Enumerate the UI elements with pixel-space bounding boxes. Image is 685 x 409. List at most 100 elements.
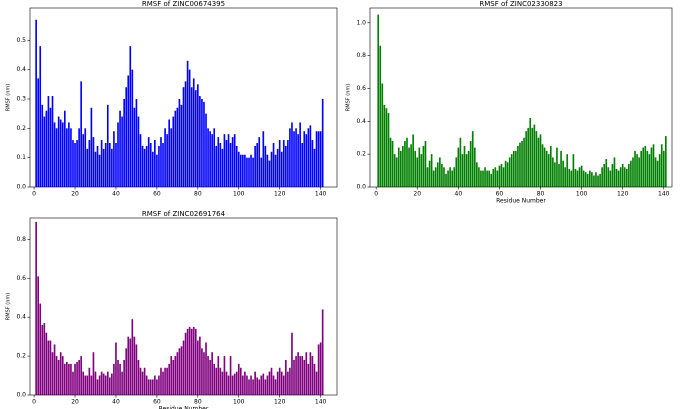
bar	[186, 60, 189, 187]
bar	[486, 170, 488, 187]
bar	[603, 164, 606, 187]
bar	[490, 173, 493, 187]
bar	[471, 131, 474, 187]
bar	[209, 359, 211, 395]
bar	[221, 148, 224, 187]
bar	[111, 148, 113, 187]
bar	[211, 134, 213, 187]
bar	[556, 147, 558, 187]
bar	[59, 352, 62, 395]
y-tick-label: 0.5	[16, 37, 26, 44]
bar	[453, 167, 456, 187]
bar	[293, 131, 295, 187]
x-tick-label: 140	[315, 191, 327, 198]
bar	[549, 145, 552, 187]
bar	[90, 375, 93, 395]
bar	[123, 359, 125, 395]
bar	[630, 160, 632, 187]
x-tick-label: 0	[32, 399, 36, 406]
bar	[278, 140, 281, 187]
bar	[439, 157, 441, 187]
x-tick-label: 20	[71, 399, 79, 406]
bar	[127, 75, 130, 187]
bar	[160, 137, 162, 187]
bar	[170, 128, 173, 187]
bar	[217, 356, 220, 395]
bar	[119, 110, 121, 187]
bar	[410, 144, 412, 187]
bar	[74, 363, 76, 395]
bar	[584, 172, 587, 187]
bar	[568, 168, 571, 187]
bar	[262, 373, 265, 395]
x-tick-label: 120	[274, 191, 286, 198]
bar	[76, 361, 78, 395]
bar	[537, 137, 540, 187]
x-tick-label: 120	[617, 191, 629, 198]
y-tick-label: 0.4	[16, 314, 26, 321]
bar	[634, 150, 636, 187]
bar	[53, 122, 56, 187]
bar	[580, 165, 583, 187]
bar	[496, 170, 499, 187]
bar	[201, 348, 203, 395]
bar	[199, 336, 201, 395]
bar	[145, 375, 148, 395]
x-tick-label: 100	[233, 399, 245, 406]
bar	[59, 119, 62, 187]
bar	[258, 137, 261, 187]
bar	[135, 98, 138, 187]
bar	[162, 371, 164, 395]
bar	[39, 46, 42, 188]
bar	[313, 363, 316, 395]
y-tick-label: 0.1	[16, 154, 26, 161]
bar	[397, 147, 400, 187]
bar	[500, 164, 503, 187]
bar	[280, 371, 283, 395]
bar	[172, 116, 175, 187]
bar	[268, 160, 271, 187]
bar	[623, 167, 626, 187]
bar	[572, 154, 575, 187]
bar	[72, 140, 74, 187]
bar	[104, 142, 107, 187]
bar	[84, 375, 87, 395]
bar	[178, 98, 181, 187]
bar	[295, 356, 297, 395]
bar	[389, 137, 392, 187]
bar	[35, 221, 37, 395]
bar	[227, 375, 230, 395]
bar	[506, 162, 509, 187]
x-tick-label: 100	[233, 191, 245, 198]
bar	[231, 137, 234, 187]
bar	[595, 172, 597, 187]
bar	[100, 371, 103, 395]
bar	[219, 367, 222, 395]
bar	[591, 172, 593, 187]
y-tick-label: 0.0	[16, 392, 26, 399]
bar	[57, 359, 60, 395]
bar	[201, 98, 203, 187]
bar	[137, 116, 140, 187]
bar	[285, 359, 287, 395]
bar	[188, 69, 191, 187]
bar	[467, 150, 470, 187]
bar	[117, 359, 119, 395]
bar	[70, 363, 72, 395]
bar	[176, 107, 179, 187]
chart-title: RMSF of ZINC00674395	[142, 0, 225, 8]
bar	[180, 346, 183, 395]
bar	[488, 170, 490, 187]
y-axis-label: RMSF (nm)	[6, 293, 12, 320]
bar	[92, 137, 95, 187]
bar	[80, 81, 82, 187]
x-tick-label: 40	[455, 191, 463, 198]
bar	[535, 131, 538, 187]
bar	[558, 164, 560, 187]
bar	[449, 167, 451, 187]
bar	[78, 128, 80, 187]
bar	[229, 142, 232, 187]
bar	[180, 104, 183, 187]
bar	[276, 371, 279, 395]
bar	[174, 356, 177, 395]
